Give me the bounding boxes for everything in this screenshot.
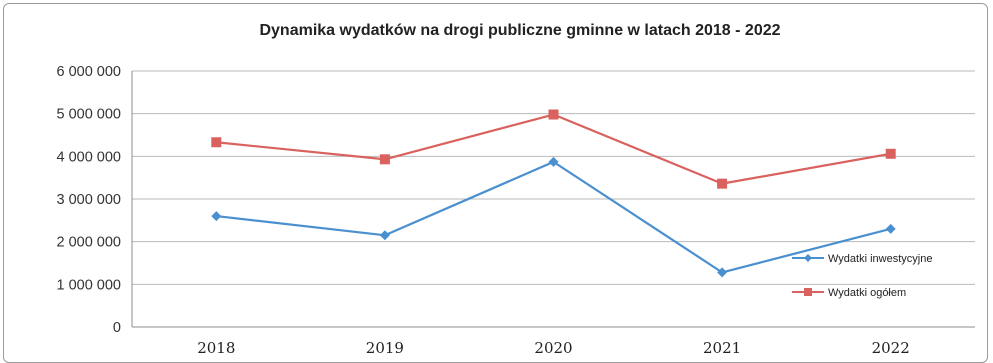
x-tick-label: 2019 bbox=[366, 339, 404, 356]
legend: Wydatki inwestycyjne Wydatki ogółem bbox=[792, 253, 932, 299]
series-line bbox=[216, 160, 891, 274]
data-point bbox=[717, 267, 728, 278]
x-axis-ticks: 2018 2019 2020 2021 2022 bbox=[197, 339, 910, 356]
gridlines bbox=[131, 70, 975, 328]
x-tick-label: 2021 bbox=[703, 339, 741, 356]
legend-label: Wydatki ogółem bbox=[828, 287, 906, 299]
x-tick-label: 2020 bbox=[534, 339, 572, 356]
data-point bbox=[717, 178, 728, 189]
data-point bbox=[211, 137, 222, 148]
y-tick-label: 0 bbox=[113, 320, 121, 336]
data-point bbox=[379, 230, 390, 241]
legend-label: Wydatki inwestycyjne bbox=[828, 253, 932, 265]
y-tick-label: 6 000 000 bbox=[56, 64, 121, 80]
y-tick-label: 5 000 000 bbox=[56, 107, 121, 123]
chart-title: Dynamika wydatków na drogi publiczne gmi… bbox=[259, 22, 780, 39]
data-point bbox=[379, 154, 390, 165]
y-tick-label: 1 000 000 bbox=[56, 277, 121, 293]
data-point bbox=[548, 156, 559, 167]
x-tick-label: 2018 bbox=[197, 339, 235, 356]
legend-marker bbox=[804, 288, 812, 296]
x-tick-label: 2022 bbox=[872, 339, 910, 356]
legend-marker bbox=[804, 254, 812, 262]
y-tick-label: 4 000 000 bbox=[56, 149, 121, 165]
series-lines bbox=[211, 109, 896, 278]
series-line bbox=[216, 113, 891, 185]
data-point bbox=[885, 148, 896, 159]
data-point bbox=[211, 211, 222, 222]
y-tick-label: 3 000 000 bbox=[56, 192, 121, 208]
y-tick-label: 2 000 000 bbox=[56, 235, 121, 251]
data-point bbox=[885, 223, 896, 234]
data-point bbox=[548, 109, 559, 120]
y-axis-ticks: 0 1 000 000 2 000 000 3 000 000 4 000 000 5 0… bbox=[56, 64, 121, 336]
